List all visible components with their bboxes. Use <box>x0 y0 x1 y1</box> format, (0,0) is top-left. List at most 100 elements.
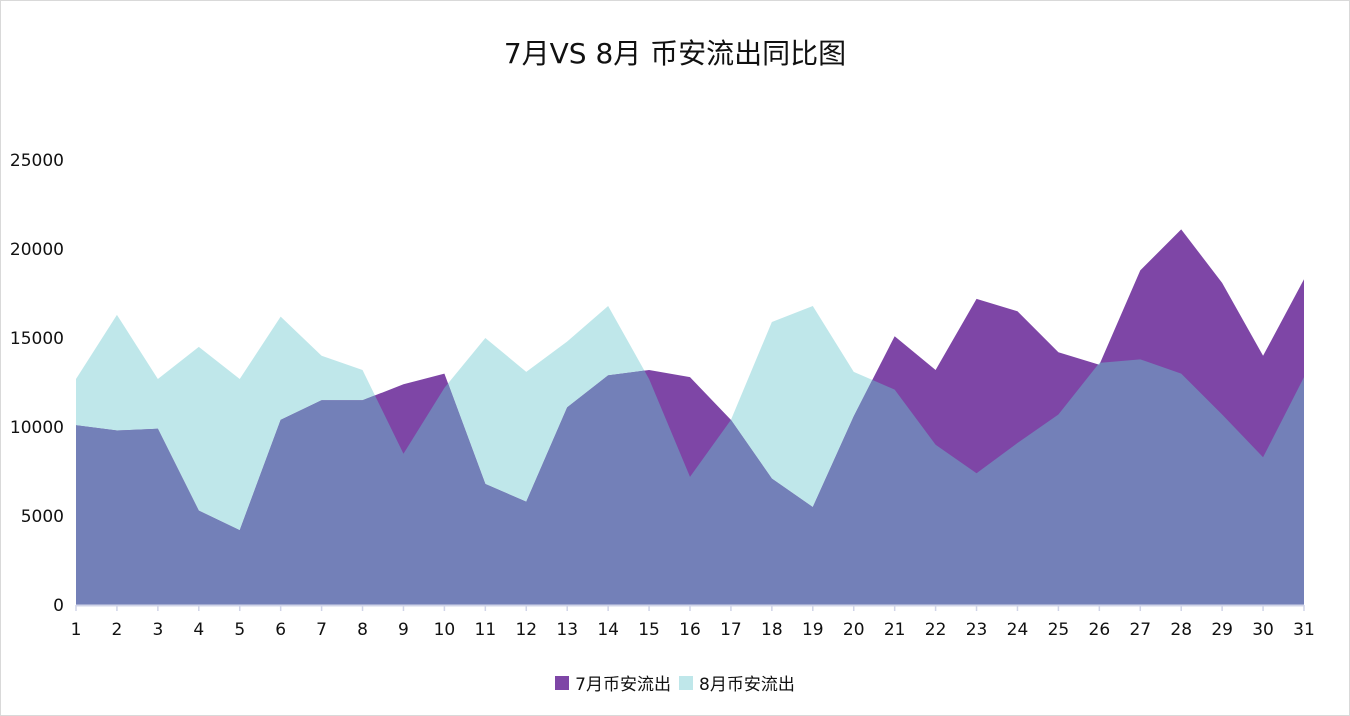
data-point-july-4[interactable] <box>196 508 202 514</box>
x-tick-label: 16 <box>679 620 701 640</box>
data-point-july-12[interactable] <box>523 499 529 505</box>
data-point-july-30[interactable] <box>1260 353 1266 359</box>
data-point-august-1[interactable] <box>73 376 79 382</box>
data-point-august-11[interactable] <box>482 335 488 341</box>
x-tick-label: 20 <box>843 620 865 640</box>
data-point-august-31[interactable] <box>1301 374 1307 380</box>
legend-item-august[interactable]: 8月币安流出 <box>679 670 795 695</box>
data-point-august-5[interactable] <box>237 376 243 382</box>
data-point-july-13[interactable] <box>564 404 570 410</box>
x-tick-label: 1 <box>71 620 82 640</box>
data-point-july-22[interactable] <box>933 367 939 373</box>
data-point-august-22[interactable] <box>933 442 939 448</box>
data-point-august-12[interactable] <box>523 369 529 375</box>
data-point-july-28[interactable] <box>1178 226 1184 232</box>
x-tick-label: 10 <box>434 620 456 640</box>
data-point-august-21[interactable] <box>892 387 898 393</box>
data-point-august-2[interactable] <box>114 312 120 318</box>
data-point-august-28[interactable] <box>1178 371 1184 377</box>
data-point-august-26[interactable] <box>1096 360 1102 366</box>
chart-areas <box>73 226 1307 606</box>
x-tick-label: 8 <box>357 620 368 640</box>
data-point-august-29[interactable] <box>1219 412 1225 418</box>
data-point-august-27[interactable] <box>1137 356 1143 362</box>
data-point-august-13[interactable] <box>564 339 570 345</box>
data-point-august-6[interactable] <box>278 314 284 320</box>
data-point-july-31[interactable] <box>1301 276 1307 282</box>
data-point-july-18[interactable] <box>769 476 775 482</box>
data-point-july-7[interactable] <box>319 397 325 403</box>
data-point-august-9[interactable] <box>400 451 406 457</box>
data-point-august-16[interactable] <box>687 474 693 480</box>
data-point-august-20[interactable] <box>851 369 857 375</box>
y-tick-label: 25000 <box>10 151 64 171</box>
data-point-august-15[interactable] <box>646 376 652 382</box>
data-point-july-19[interactable] <box>810 504 816 510</box>
x-tick-label: 22 <box>925 620 947 640</box>
y-tick-label: 10000 <box>10 418 64 438</box>
data-point-august-4[interactable] <box>196 344 202 350</box>
data-point-august-8[interactable] <box>360 367 366 373</box>
x-tick-label: 31 <box>1293 620 1315 640</box>
data-point-august-7[interactable] <box>319 353 325 359</box>
data-point-august-14[interactable] <box>605 303 611 309</box>
data-point-july-1[interactable] <box>73 422 79 428</box>
data-point-august-19[interactable] <box>810 303 816 309</box>
legend-item-july[interactable]: 7月币安流出 <box>555 670 671 695</box>
x-tick-label: 24 <box>1007 620 1029 640</box>
data-point-july-11[interactable] <box>482 481 488 487</box>
x-tick-label: 17 <box>720 620 742 640</box>
x-tick-label: 18 <box>761 620 783 640</box>
x-tick-label: 25 <box>1048 620 1070 640</box>
legend-swatch-july <box>555 675 570 690</box>
data-point-july-15[interactable] <box>646 367 652 373</box>
x-tick-label: 14 <box>597 620 619 640</box>
x-tick-label: 26 <box>1089 620 1111 640</box>
data-point-august-24[interactable] <box>1014 440 1020 446</box>
chart-legend: 7月币安流出 8月币安流出 <box>0 670 1350 695</box>
x-tick-label: 28 <box>1170 620 1192 640</box>
data-point-july-24[interactable] <box>1014 308 1020 314</box>
legend-swatch-august <box>679 675 693 690</box>
y-tick-label: 15000 <box>10 329 64 349</box>
data-point-august-17[interactable] <box>728 417 734 423</box>
data-point-july-27[interactable] <box>1137 267 1143 273</box>
data-point-july-29[interactable] <box>1219 280 1225 286</box>
data-point-july-23[interactable] <box>974 296 980 302</box>
x-tick-label: 19 <box>802 620 824 640</box>
data-point-august-3[interactable] <box>155 376 161 382</box>
x-tick-label: 23 <box>966 620 988 640</box>
y-tick-label: 20000 <box>10 240 64 260</box>
data-point-august-10[interactable] <box>441 385 447 391</box>
x-tick-label: 7 <box>316 620 327 640</box>
x-tick-label: 30 <box>1252 620 1274 640</box>
y-tick-label: 0 <box>53 596 64 616</box>
legend-label-july: 7月币安流出 <box>575 675 671 695</box>
legend-label-august: 8月币安流出 <box>699 675 795 695</box>
data-point-july-25[interactable] <box>1055 349 1061 355</box>
data-point-july-8[interactable] <box>360 397 366 403</box>
x-tick-label: 2 <box>112 620 123 640</box>
data-point-july-6[interactable] <box>278 417 284 423</box>
data-point-july-14[interactable] <box>605 372 611 378</box>
data-point-july-20[interactable] <box>851 413 857 419</box>
x-tick-label: 9 <box>398 620 409 640</box>
data-point-august-23[interactable] <box>974 470 980 476</box>
data-point-july-10[interactable] <box>441 371 447 377</box>
x-tick-label: 5 <box>234 620 245 640</box>
x-tick-label: 21 <box>884 620 906 640</box>
data-point-july-9[interactable] <box>400 381 406 387</box>
x-tick-label: 13 <box>556 620 578 640</box>
x-tick-label: 27 <box>1129 620 1151 640</box>
data-point-july-3[interactable] <box>155 426 161 432</box>
data-point-august-30[interactable] <box>1260 454 1266 460</box>
data-point-august-25[interactable] <box>1055 412 1061 418</box>
data-point-august-18[interactable] <box>769 319 775 325</box>
data-point-july-16[interactable] <box>687 374 693 380</box>
data-point-july-2[interactable] <box>114 428 120 434</box>
chart-axes: 1 2 3 4 5 6 7 8 9 10 11 12 13 14 15 16 17 18 19 20 21 22 23 24 2… <box>10 151 1315 640</box>
data-point-july-5[interactable] <box>237 527 243 533</box>
x-tick-label: 6 <box>275 620 286 640</box>
data-point-july-21[interactable] <box>892 333 898 339</box>
